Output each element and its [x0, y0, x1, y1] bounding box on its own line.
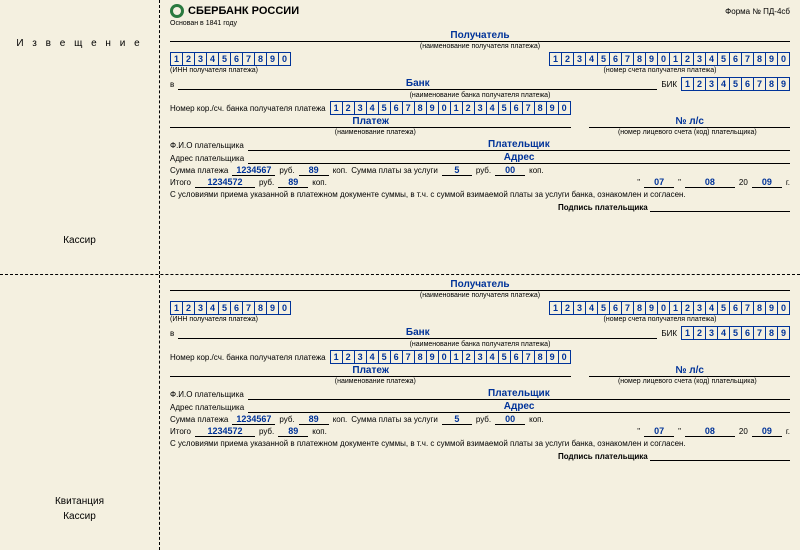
sum-label: Сумма платежа	[170, 166, 228, 175]
recipient-label: Получатель	[450, 30, 509, 41]
ls-hint: (номер лицевого счета (код) плательщика)	[585, 378, 790, 385]
ls-label: № л/с	[675, 116, 704, 127]
signature-line	[650, 460, 790, 461]
digit-box: 9	[777, 326, 790, 340]
bik-label: БИК	[661, 329, 677, 338]
digit-box: 0	[278, 301, 291, 315]
sum-value: 1234567	[232, 414, 275, 425]
payment-form: И з в е щ е н и е Кассир СБЕРБАНК РОССИИ…	[0, 0, 800, 550]
bank-logo: СБЕРБАНК РОССИИ	[170, 4, 299, 18]
month: 08	[685, 177, 735, 188]
address-value: Адрес	[504, 401, 535, 412]
total-kop: 89	[278, 426, 308, 437]
digit-box: 9	[777, 77, 790, 91]
digit-boxes: 12345678901234567890	[330, 350, 571, 364]
bank-name: СБЕРБАНК РОССИИ	[188, 5, 299, 17]
fio-label: Ф.И.О плательщика	[170, 141, 244, 150]
in-label: в	[170, 80, 174, 89]
day: 07	[644, 426, 674, 437]
notification-section: И з в е щ е н и е Кассир СБЕРБАНК РОССИИ…	[0, 0, 800, 275]
logo-icon	[170, 4, 184, 18]
payment-label: Платеж	[352, 365, 389, 376]
total-value: 1234572	[195, 177, 255, 188]
payer-label: Плательщик	[488, 388, 550, 399]
bank-hint: (наименование банка получателя платежа)	[170, 341, 790, 348]
cashier-label-2: Кассир	[63, 511, 96, 522]
fee-label: Сумма платы за услуги	[351, 415, 438, 424]
terms-text: С условиями приема указанной в платежном…	[170, 190, 790, 200]
sum-kop: 89	[299, 165, 329, 176]
payment-hint: (наименование платежа)	[170, 378, 581, 385]
year: 09	[752, 426, 782, 437]
bik-label: БИК	[661, 80, 677, 89]
fee-value: 5	[442, 165, 472, 176]
cashier-label: Кассир	[63, 235, 96, 246]
digit-boxes: 123456789	[681, 326, 790, 340]
year: 09	[752, 177, 782, 188]
in-label: в	[170, 329, 174, 338]
address-label: Адрес плательщика	[170, 403, 244, 412]
form-number: Форма № ПД-4сб	[725, 7, 790, 16]
fee-kop: 00	[495, 165, 525, 176]
corr-label: Номер кор./сч. банка получателя платежа	[170, 353, 326, 362]
payer-label: Плательщик	[488, 139, 550, 150]
month: 08	[685, 426, 735, 437]
total-label: Итого	[170, 178, 191, 187]
account-hint: (номер счета получателя платежа)	[530, 67, 790, 74]
signature-label: Подпись плательщика	[558, 203, 648, 212]
inn-hint: (ИНН получателя платежа)	[170, 67, 310, 74]
sum-kop: 89	[299, 414, 329, 425]
digit-boxes: 123456789	[681, 77, 790, 91]
terms-text: С условиями приема указанной в платежном…	[170, 439, 790, 449]
digit-box: 0	[777, 301, 790, 315]
digit-boxes: 12345678901234567890	[330, 101, 571, 115]
digit-box: 0	[558, 101, 571, 115]
bank-label: Банк	[406, 327, 430, 338]
total-kop: 89	[278, 177, 308, 188]
payment-label: Платеж	[352, 116, 389, 127]
ls-hint: (номер лицевого счета (код) плательщика)	[585, 129, 790, 136]
address-value: Адрес	[504, 152, 535, 163]
inn-hint: (ИНН получателя платежа)	[170, 316, 310, 323]
fio-label: Ф.И.О плательщика	[170, 390, 244, 399]
total-label: Итого	[170, 427, 191, 436]
signature-label: Подпись плательщика	[558, 452, 648, 461]
recipient-hint: (наименование получателя платежа)	[170, 43, 790, 50]
payment-hint: (наименование платежа)	[170, 129, 581, 136]
bank-label: Банк	[406, 78, 430, 89]
fee-value: 5	[442, 414, 472, 425]
digit-boxes: 1234567890	[170, 52, 291, 66]
account-hint: (номер счета получателя платежа)	[530, 316, 790, 323]
digit-boxes: 12345678901234567890	[549, 52, 790, 66]
receipt-section: Квитанция Кассир Получатель (наименование…	[0, 275, 800, 550]
ls-label: № л/с	[675, 365, 704, 376]
digit-box: 0	[278, 52, 291, 66]
digit-boxes: 1234567890	[170, 301, 291, 315]
sum-value: 1234567	[232, 165, 275, 176]
recipient-label: Получатель	[450, 279, 509, 290]
fee-kop: 00	[495, 414, 525, 425]
total-value: 1234572	[195, 426, 255, 437]
sum-label: Сумма платежа	[170, 415, 228, 424]
address-label: Адрес плательщика	[170, 154, 244, 163]
digit-boxes: 12345678901234567890	[549, 301, 790, 315]
day: 07	[644, 177, 674, 188]
corr-label: Номер кор./сч. банка получателя платежа	[170, 104, 326, 113]
fee-label: Сумма платы за услуги	[351, 166, 438, 175]
founded-text: Основан в 1841 году	[170, 20, 790, 27]
notification-label: И з в е щ е н и е	[16, 38, 142, 49]
bank-hint: (наименование банка получателя платежа)	[170, 92, 790, 99]
receipt-label: Квитанция	[55, 496, 104, 507]
digit-box: 0	[777, 52, 790, 66]
digit-box: 0	[558, 350, 571, 364]
signature-line	[650, 211, 790, 212]
recipient-hint: (наименование получателя платежа)	[170, 292, 790, 299]
